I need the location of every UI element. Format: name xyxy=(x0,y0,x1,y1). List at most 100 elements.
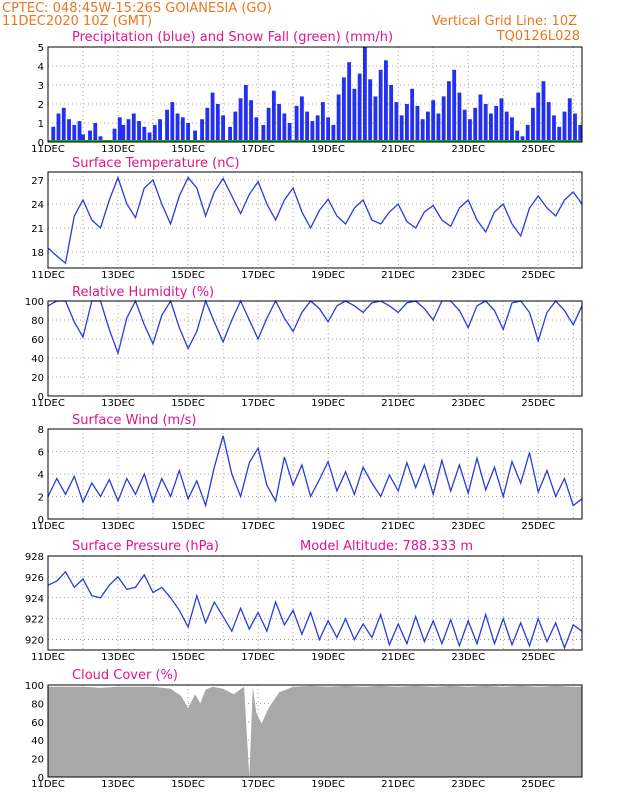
panel-title: Relative Humidity (%) xyxy=(72,285,214,300)
precip-bar xyxy=(389,85,394,142)
x-tick-label: 13DEC xyxy=(101,398,135,409)
precip-bar xyxy=(305,111,310,142)
x-tick-label: 21DEC xyxy=(381,779,415,790)
x-tick-label: 19DEC xyxy=(311,652,345,663)
panel-3: 0 20 40 60 80 100 11DEC 13DEC 15DEC 17DEC 19DEC 21D… xyxy=(25,285,583,409)
precip-bar xyxy=(88,130,92,142)
precip-bar xyxy=(536,92,541,142)
precip-bar xyxy=(489,113,493,142)
precip-bar xyxy=(499,98,504,142)
precip-bar xyxy=(243,85,248,142)
panel-border xyxy=(47,171,583,269)
y-tick-label: 18 xyxy=(31,248,44,259)
precip-bar xyxy=(112,128,117,142)
y-tick-label: 924 xyxy=(25,594,44,605)
precip-bar xyxy=(436,113,441,142)
panel-title: Cloud Cover (%) xyxy=(72,668,178,683)
x-tick-label: 25DEC xyxy=(521,521,555,532)
y-tick-label: 4 xyxy=(38,470,44,481)
x-tick-label: 21DEC xyxy=(381,652,415,663)
precip-bar xyxy=(473,107,478,142)
precip-bar xyxy=(310,121,315,142)
precip-bar xyxy=(362,47,367,142)
precip-bar xyxy=(61,107,66,142)
precip-bar xyxy=(546,102,551,142)
precip-bar xyxy=(431,100,436,142)
precip-bar xyxy=(468,119,472,142)
precip-bar xyxy=(271,90,276,142)
panel-title: Surface Temperature (nC) xyxy=(72,156,240,171)
precip-bar xyxy=(98,136,103,142)
precip-bar xyxy=(320,102,325,142)
y-tick-label: 0 xyxy=(38,773,44,784)
precip-bar xyxy=(210,92,215,142)
precip-bar xyxy=(410,88,415,142)
panel-border xyxy=(47,46,583,143)
x-tick-label: 17DEC xyxy=(241,652,275,663)
precip-bar xyxy=(142,126,147,142)
x-tick-label: 17DEC xyxy=(241,521,275,532)
panels: 0 1 2 3 4 5 11DEC 13DEC 15DEC 17DEC 19DEC 21DEC 23DE… xyxy=(25,30,583,790)
precip-bar xyxy=(233,111,238,142)
precip-bar xyxy=(515,130,520,142)
x-tick-label: 21DEC xyxy=(381,398,415,409)
precip-bar xyxy=(294,105,299,142)
panel-frame xyxy=(47,555,583,651)
x-tick-label: 17DEC xyxy=(241,144,275,155)
precip-bar xyxy=(441,96,446,142)
x-tick-label: 19DEC xyxy=(311,779,345,790)
x-tick-label: 25DEC xyxy=(521,779,555,790)
header-location: CPTEC: 048:45W-15:26S GOIANESIA (GO) xyxy=(2,1,272,16)
precip-bar xyxy=(165,109,169,142)
panel-1: 0 1 2 3 4 5 11DEC 13DEC 15DEC 17DEC 19DEC 21DEC 23DE… xyxy=(31,30,583,155)
y-tick-label: 100 xyxy=(25,297,44,308)
precip-bar xyxy=(228,126,233,142)
precip-bar xyxy=(193,130,197,142)
x-tick-label: 17DEC xyxy=(241,398,275,409)
header-code: TQ0126L028 xyxy=(496,29,580,44)
panel-title: Surface Pressure (hPa) xyxy=(72,539,219,554)
y-tick-label: 100 xyxy=(25,681,44,692)
precip-bar xyxy=(93,123,98,142)
y-tick-label: 1 xyxy=(38,119,44,130)
precip-bar xyxy=(326,117,331,142)
y-tick-label: 0 xyxy=(38,138,44,149)
precip-bar xyxy=(81,134,85,142)
x-tick-label: 15DEC xyxy=(171,270,205,281)
y-tick-label: 5 xyxy=(38,43,44,54)
precip-bar xyxy=(368,79,373,142)
precip-bar xyxy=(72,124,77,142)
x-tick-label: 19DEC xyxy=(311,144,345,155)
x-tick-label: 11DEC xyxy=(31,521,65,532)
header-date: 11DEC2020 10Z (GMT) xyxy=(2,14,152,29)
x-tick-label: 23DEC xyxy=(451,779,485,790)
panel-6: 0 20 40 60 80 100 11DEC 13DEC 15DEC 17DEC 19DEC 21D… xyxy=(25,668,583,790)
x-tick-label: 11DEC xyxy=(31,652,65,663)
x-tick-label: 17DEC xyxy=(241,779,275,790)
precip-bar xyxy=(483,104,488,142)
panel-title: Surface Wind (m/s) xyxy=(72,413,196,428)
precip-bar xyxy=(378,69,383,142)
precip-bar xyxy=(126,119,131,142)
y-tick-label: 0 xyxy=(38,392,44,403)
y-tick-label: 2 xyxy=(38,493,44,504)
precip-bar xyxy=(567,98,572,142)
precip-bar xyxy=(415,105,420,142)
x-tick-label: 23DEC xyxy=(451,270,485,281)
x-tick-label: 11DEC xyxy=(31,270,65,281)
precip-bar xyxy=(158,119,162,142)
x-tick-label: 23DEC xyxy=(451,521,485,532)
precip-bar xyxy=(299,96,304,142)
y-tick-label: 922 xyxy=(25,615,44,626)
y-tick-label: 21 xyxy=(31,224,44,235)
y-tick-label: 27 xyxy=(31,176,44,187)
y-tick-label: 40 xyxy=(31,736,44,747)
x-tick-label: 13DEC xyxy=(101,144,135,155)
precip-bar xyxy=(525,124,530,142)
precip-bar xyxy=(282,113,287,142)
y-tick-label: 20 xyxy=(31,755,44,766)
precip-bar xyxy=(541,81,546,142)
x-tick-label: 15DEC xyxy=(171,652,205,663)
precip-bar xyxy=(457,92,462,142)
x-tick-label: 25DEC xyxy=(521,398,555,409)
